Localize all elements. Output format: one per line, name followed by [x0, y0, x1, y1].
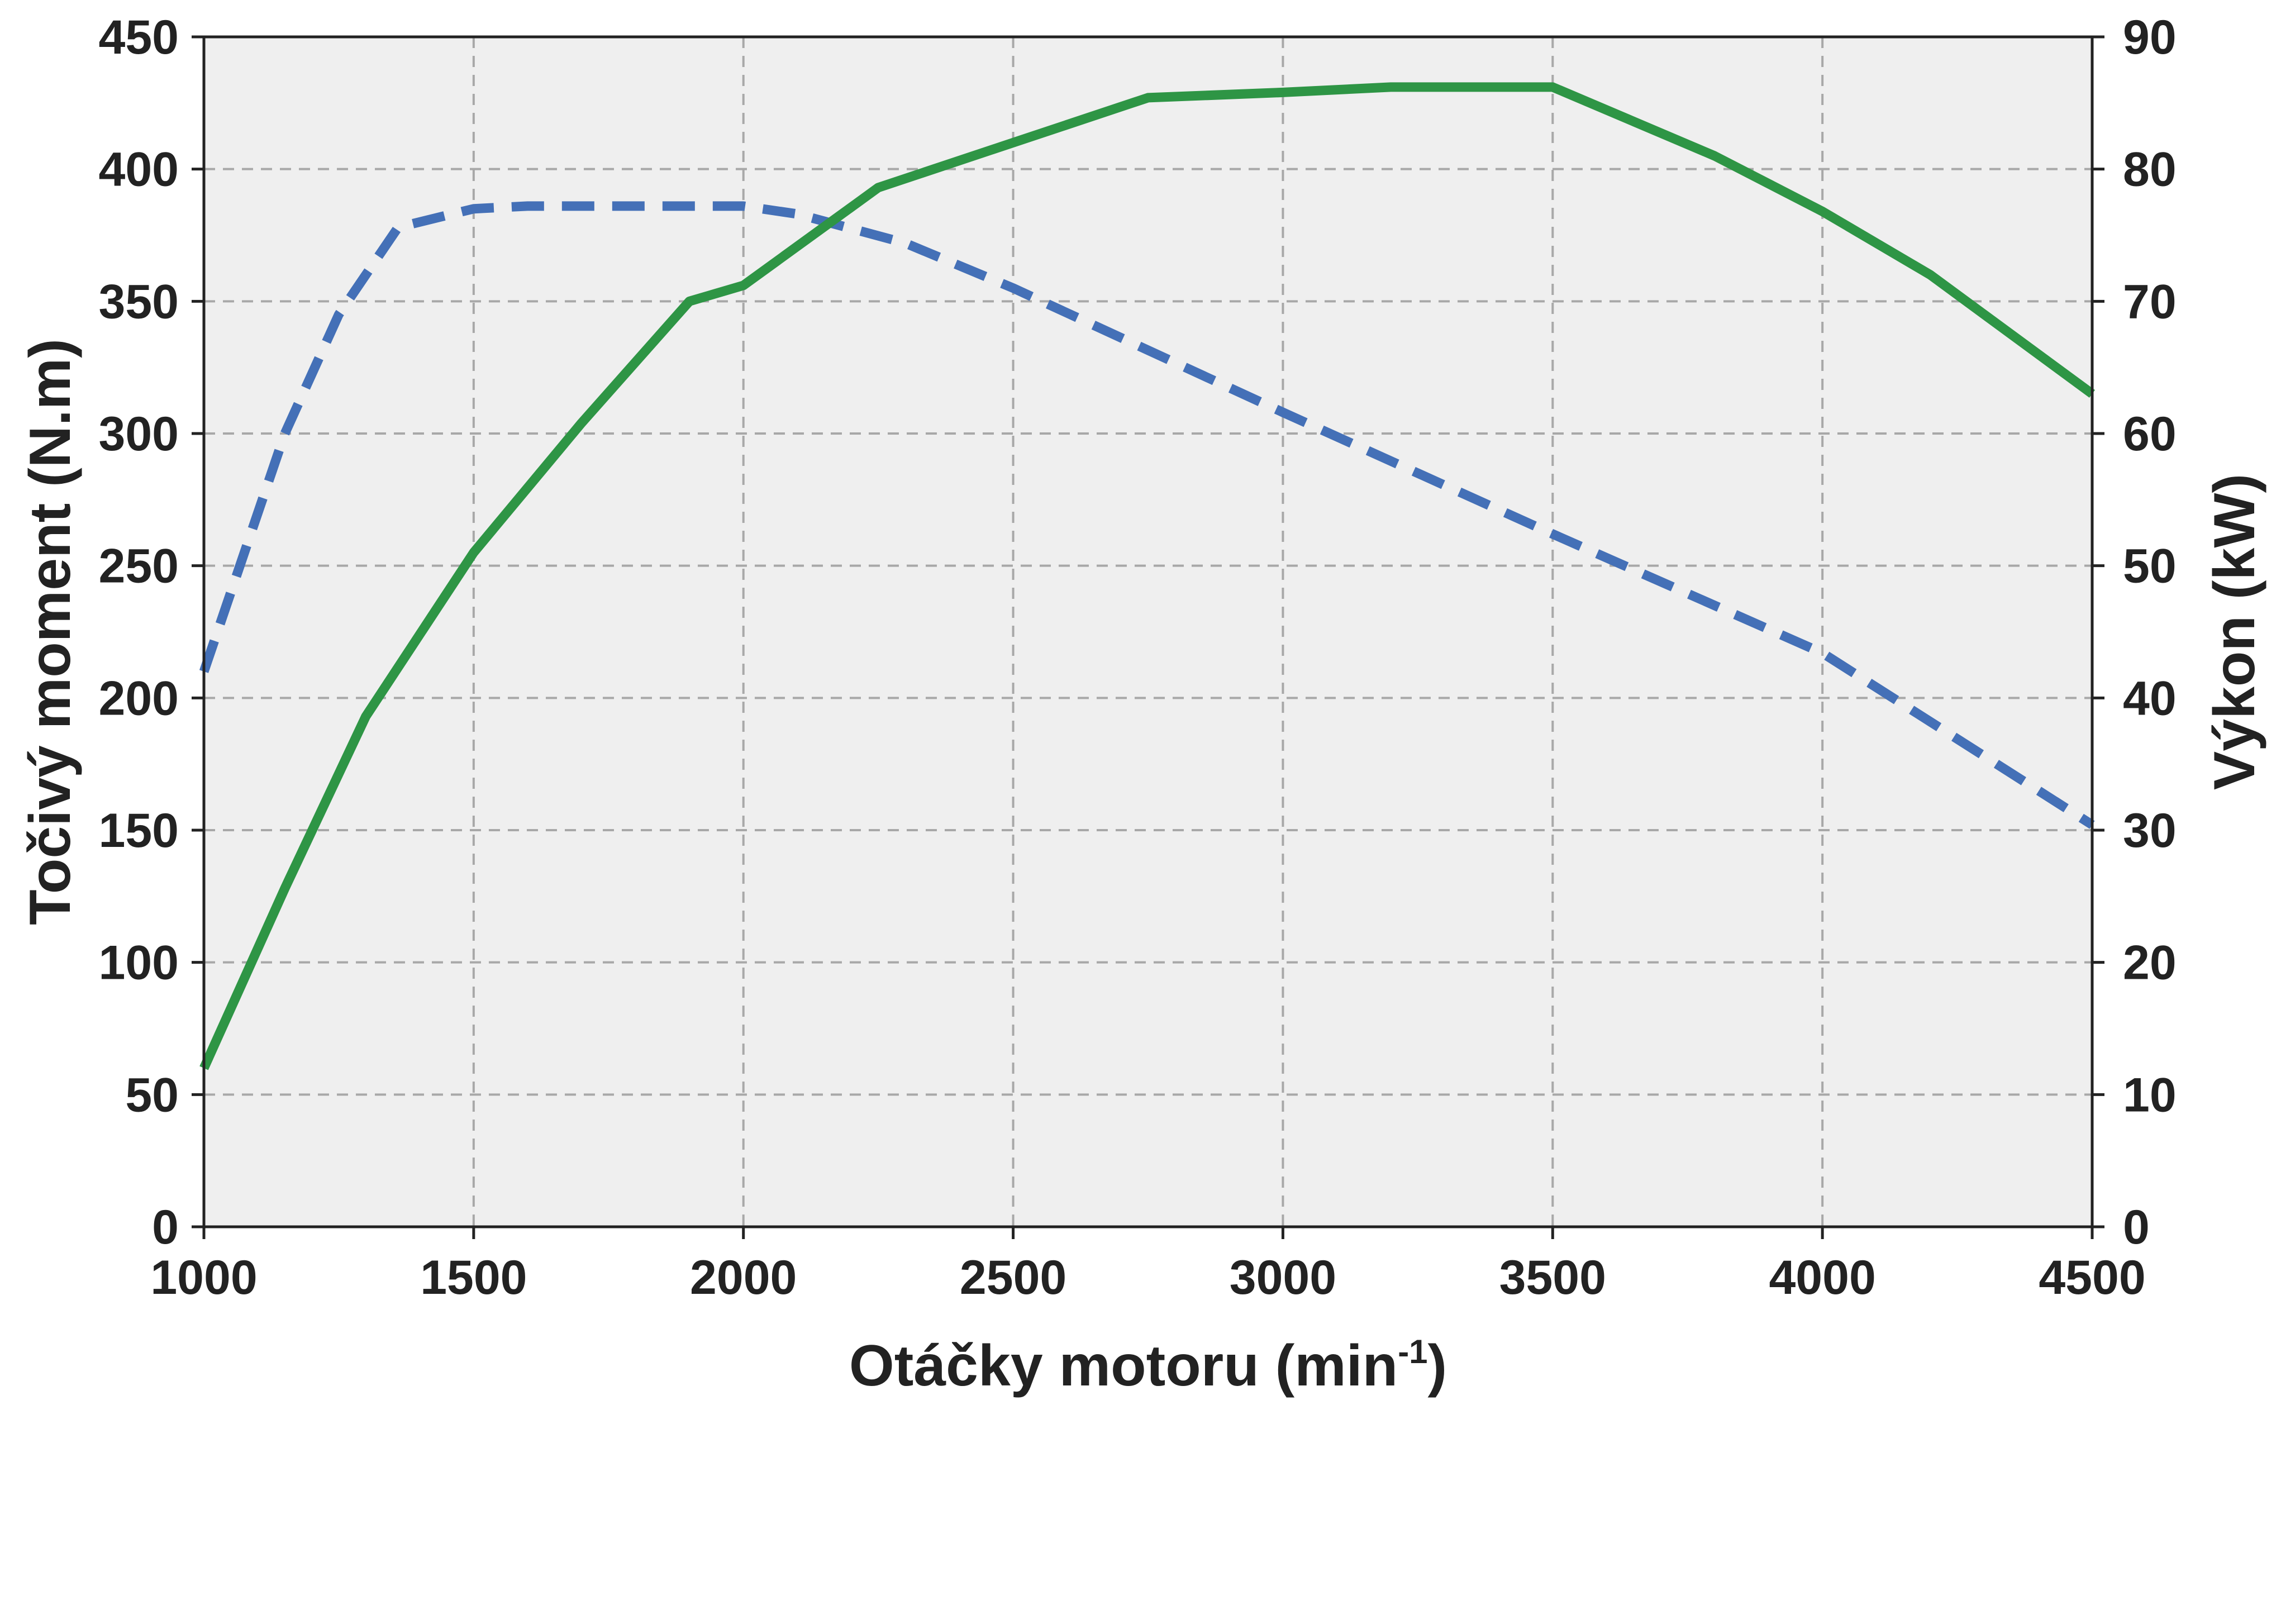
x-tick-label: 1500 [420, 1251, 527, 1304]
x-tick-label: 3500 [1499, 1251, 1606, 1304]
left-y-axis-title: Točivý moment (N.m) [18, 339, 83, 925]
left-y-tick-label: 100 [99, 936, 179, 990]
left-y-tick-label: 50 [125, 1068, 179, 1122]
right-y-tick-label: 40 [2123, 671, 2177, 725]
left-y-tick-label: 0 [152, 1201, 179, 1254]
right-y-tick-label: 60 [2123, 407, 2177, 461]
tick-marks [192, 35, 2104, 1239]
x-tick-label: 4000 [1769, 1251, 1875, 1304]
x-tick-label: 1000 [150, 1251, 257, 1304]
left-y-tick-label: 150 [99, 804, 179, 858]
x-tick-label: 2500 [960, 1251, 1066, 1304]
right-y-tick-label: 50 [2123, 540, 2177, 593]
x-axis-title: Otáčky motoru (min-1) [849, 1333, 1447, 1398]
x-axis-title-main: Otáčky motoru (min [849, 1334, 1398, 1398]
left-y-tick-label: 250 [99, 540, 179, 593]
right-y-tick-label: 70 [2123, 275, 2177, 328]
plot-background [204, 37, 2092, 1227]
right-y-tick-label: 10 [2123, 1068, 2177, 1122]
x-tick-label: 4500 [2039, 1251, 2145, 1304]
right-y-tick-label: 0 [2123, 1201, 2150, 1254]
left-y-tick-label: 350 [99, 275, 179, 328]
series-group [199, 82, 2096, 1070]
right-y-tick-label: 30 [2123, 804, 2177, 858]
grid-lines [204, 37, 2092, 1227]
left-y-tick-label: 200 [99, 671, 179, 725]
right-y-tick-label: 90 [2123, 11, 2177, 64]
x-axis-title-close: ) [1428, 1334, 1447, 1398]
power-series-line [199, 82, 2096, 1070]
tick-labels: 1000 1500 2000 2500 3000 3500 4000 450005010015… [99, 11, 2177, 1304]
right-y-axis-title: Výkon (kW) [2202, 474, 2267, 790]
torque-series-line [199, 201, 2095, 829]
right-y-tick-label: 80 [2123, 143, 2177, 197]
left-y-tick-label: 400 [99, 143, 179, 197]
plot-frame [202, 35, 2094, 1228]
x-tick-label: 3000 [1230, 1251, 1336, 1304]
left-y-tick-label: 450 [99, 11, 179, 64]
x-tick-label: 2000 [690, 1251, 797, 1304]
x-axis-title-superscript: -1 [1398, 1333, 1427, 1370]
right-y-tick-label: 20 [2123, 936, 2177, 990]
left-y-tick-label: 300 [99, 407, 179, 461]
